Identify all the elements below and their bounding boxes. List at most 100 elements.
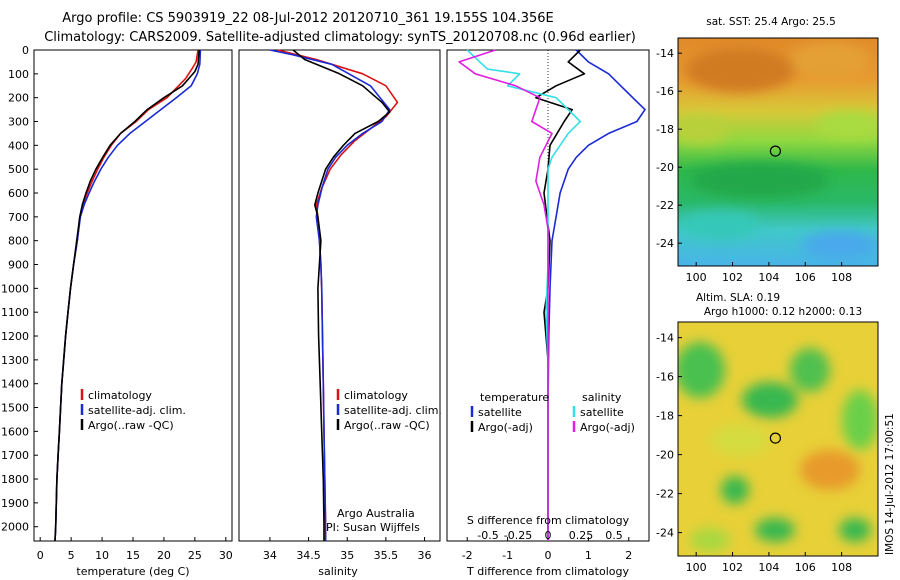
argo-location-marker bbox=[769, 145, 782, 157]
map-y-tick-label: -20 bbox=[656, 449, 674, 462]
depth-tick-label: 500 bbox=[8, 163, 29, 176]
sla-map-axes: 100 102 104 106 108 -14 -16 -18 -20 -22 -24 bbox=[656, 332, 852, 574]
map-y-tick-label: -20 bbox=[656, 161, 674, 174]
top-tick-label: -0.5 bbox=[477, 529, 498, 542]
map-x-tick-label: 100 bbox=[686, 561, 707, 574]
depth-tick-label: 1700 bbox=[1, 449, 29, 462]
salinity-xlabel: salinity bbox=[318, 565, 358, 578]
map-x-tick-label: 104 bbox=[758, 271, 779, 284]
x-tick-label: 36 bbox=[418, 549, 432, 562]
temperature-legend: climatology satellite-adj. clim. Argo(..ra… bbox=[80, 389, 186, 432]
depth-tick-label: 300 bbox=[8, 116, 29, 129]
sst-map-title: sat. SST: 25.4 Argo: 25.5 bbox=[706, 16, 836, 28]
sst-map: sat. SST: 25.4 Argo: 25.5 100 102 104 106 10… bbox=[656, 16, 879, 284]
s-difference-label: S difference from climatology bbox=[467, 514, 630, 527]
legend-label: Argo(..raw -QC) bbox=[88, 419, 174, 432]
series-line-satellite-adj-clim- bbox=[269, 49, 391, 541]
map-x-tick-label: 104 bbox=[758, 561, 779, 574]
legend-label: Argo(-adj) bbox=[478, 421, 533, 434]
map-y-tick-label: -14 bbox=[656, 47, 674, 60]
x-tick-label: 34.5 bbox=[296, 549, 321, 562]
depth-tick-label: 1600 bbox=[1, 425, 29, 438]
map-x-tick-label: 106 bbox=[795, 271, 816, 284]
depth-tick-label: 200 bbox=[8, 92, 29, 105]
x-tick-label: 20 bbox=[157, 549, 171, 562]
legend-label: climatology bbox=[88, 389, 152, 402]
difference-series bbox=[458, 49, 646, 541]
x-tick-label: 0 bbox=[37, 549, 44, 562]
depth-tick-label: 600 bbox=[8, 187, 29, 200]
map-x-tick-label: 106 bbox=[795, 561, 816, 574]
depth-tick-label: 400 bbox=[8, 139, 29, 152]
series-line-argo-raw-qc- bbox=[292, 49, 391, 541]
x-tick-label: 25 bbox=[188, 549, 202, 562]
legend-header-salinity: salinity bbox=[582, 391, 622, 404]
argo-location-marker bbox=[769, 432, 782, 444]
top-tick-label: 0.25 bbox=[569, 529, 594, 542]
s-difference-ticks: -0.5 -0.25 0 0.25 0.5 bbox=[477, 529, 622, 542]
x-tick-label: -1 bbox=[502, 549, 513, 562]
legend-label: satellite bbox=[580, 406, 624, 419]
depth-tick-label: 1400 bbox=[1, 378, 29, 391]
depth-tick-label: 800 bbox=[8, 235, 29, 248]
salinity-x-axis: 34 34.5 35 35.5 36 bbox=[263, 537, 432, 562]
sla-map: Altim. SLA: 0.19 Argo h1000: 0.12 h2000:… bbox=[656, 292, 879, 574]
x-tick-label: 34 bbox=[263, 549, 277, 562]
x-tick-label: 1 bbox=[585, 549, 592, 562]
temperature-xlabel: temperature (deg C) bbox=[76, 565, 189, 578]
depth-tick-label: 1200 bbox=[1, 330, 29, 343]
chart-title-line1: Argo profile: CS 5903919_22 08-Jul-2012 … bbox=[62, 11, 553, 26]
map-y-tick-label: -18 bbox=[656, 123, 674, 136]
legend-label: Argo(..raw -QC) bbox=[344, 419, 430, 432]
map-y-tick-label: -24 bbox=[656, 237, 674, 250]
salinity-legend: climatology satellite-adj. clim. Argo(..ra… bbox=[336, 389, 442, 432]
annotation-argo-australia: Argo Australia bbox=[337, 507, 415, 520]
legend-header-temperature: temperature bbox=[480, 391, 549, 404]
map-x-tick-label: 108 bbox=[831, 561, 852, 574]
map-x-tick-label: 108 bbox=[831, 271, 852, 284]
depth-tick-label: 1500 bbox=[1, 402, 29, 415]
series-line-satellite bbox=[547, 49, 646, 541]
map-y-tick-label: -22 bbox=[656, 199, 674, 212]
x-tick-label: 5 bbox=[68, 549, 75, 562]
legend-label: satellite bbox=[478, 406, 522, 419]
difference-legend: temperature salinity satellite Argo(-adj) sa… bbox=[470, 391, 635, 434]
x-tick-label: 30 bbox=[219, 549, 233, 562]
top-tick-label: -0.25 bbox=[504, 529, 532, 542]
depth-tick-label: 1100 bbox=[1, 306, 29, 319]
salinity-panel: 34 34.5 35 35.5 36 climatology satellite-adj.… bbox=[238, 49, 442, 578]
x-tick-label: 35 bbox=[340, 549, 354, 562]
legend-label: satellite-adj. clim. bbox=[88, 404, 186, 417]
depth-tick-label: 2000 bbox=[1, 521, 29, 534]
depth-tick-label: 900 bbox=[8, 259, 29, 272]
depth-tick-label: 1300 bbox=[1, 354, 29, 367]
legend-label: satellite-adj. clim. bbox=[344, 404, 442, 417]
legend-label: climatology bbox=[344, 389, 408, 402]
legend-label: Argo(-adj) bbox=[580, 421, 635, 434]
depth-axis: 0 100 200 300 400 500 600 700 800 900 1000 1100 1200… bbox=[1, 44, 38, 534]
difference-panel: -2 -1 0 1 2 temperature salinity satellite Argo… bbox=[446, 49, 650, 578]
temperature-series bbox=[54, 49, 202, 542]
x-tick-label: 0 bbox=[545, 549, 552, 562]
top-tick-label: 0.5 bbox=[605, 529, 623, 542]
series-line-argo-raw-qc- bbox=[54, 49, 200, 542]
sst-map-axes: 100 102 104 106 108 -14 -16 -18 -20 -22 -24 bbox=[656, 47, 852, 284]
depth-tick-label: 1800 bbox=[1, 473, 29, 486]
map-y-tick-label: -22 bbox=[656, 488, 674, 501]
x-tick-label: 35.5 bbox=[374, 549, 399, 562]
top-tick-label: 0 bbox=[545, 529, 552, 542]
map-y-tick-label: -16 bbox=[656, 85, 674, 98]
map-y-tick-label: -14 bbox=[656, 332, 674, 345]
side-stamp: IMOS 14-Jul-2012 17:00:51 bbox=[884, 413, 896, 555]
salinity-series bbox=[269, 49, 399, 541]
temperature-panel: 0100200300400500600700800900100011001200… bbox=[1, 44, 233, 578]
map-x-tick-label: 102 bbox=[722, 271, 743, 284]
x-tick-label: -2 bbox=[462, 549, 473, 562]
series-line-argo-adj- bbox=[535, 49, 586, 541]
x-tick-label: 10 bbox=[95, 549, 109, 562]
map-x-tick-label: 100 bbox=[686, 271, 707, 284]
sla-map-subtitle: Argo h1000: 0.12 h2000: 0.13 bbox=[704, 306, 862, 318]
annotation-pi: PI: Susan Wijffels bbox=[326, 521, 420, 534]
map-y-tick-label: -18 bbox=[656, 410, 674, 423]
depth-tick-label: 0 bbox=[22, 44, 29, 57]
